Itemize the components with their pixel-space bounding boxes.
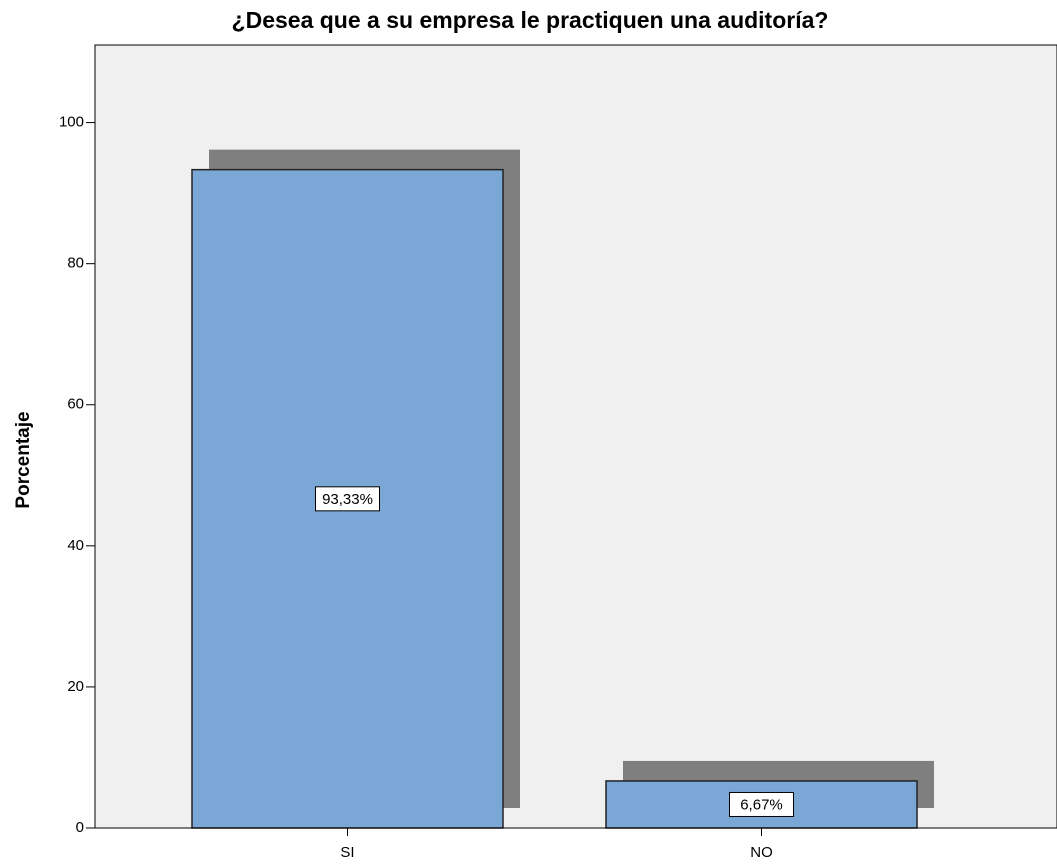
y-tick-label: 40 [67, 537, 84, 554]
x-tick-label: NO [750, 844, 773, 861]
x-tick-label: SI [340, 844, 354, 861]
y-axis-label: Porcentaje [13, 411, 34, 508]
value-label-box [729, 791, 794, 817]
y-tick-label: 60 [67, 396, 84, 413]
chart-title: ¿Desea que a su empresa le practiquen un… [232, 7, 829, 33]
y-tick-label: 100 [59, 114, 84, 131]
value-label: 93,33% [322, 491, 373, 508]
y-tick-label: 80 [67, 255, 84, 272]
value-label-box [315, 486, 380, 512]
value-label: 6,67% [740, 796, 783, 813]
y-tick-label: 0 [76, 819, 84, 836]
y-tick-label: 20 [67, 678, 84, 695]
